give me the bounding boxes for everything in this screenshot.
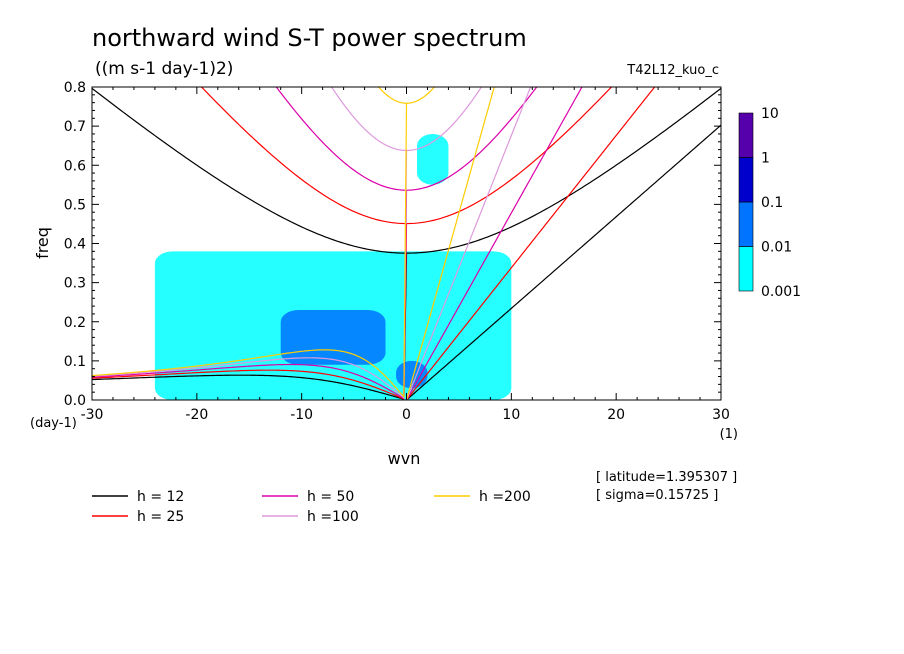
y-tick-label: 0.6: [64, 158, 86, 174]
gravity-curve-h-200: [377, 87, 436, 104]
kelvin-curve-h-25: [406, 87, 656, 400]
kelvin-curve-h-200: [405, 87, 495, 400]
mrg-curve-h-50: [92, 190, 408, 400]
dispersion-curves: [92, 87, 721, 400]
mrg-curve-h-100: [92, 150, 408, 400]
colorbar: 0.001 0.01 0.1 1 10: [738, 106, 801, 300]
mrg-curve-h-200: [92, 103, 408, 399]
legend-label: h = 12: [137, 489, 184, 505]
x-axis: -30 -20 -10 0 10 20 30: [81, 87, 730, 423]
legend: h = 12 h = 25 h = 50 h =100 h =200: [92, 489, 531, 525]
x-tick-label: -30: [81, 407, 104, 423]
chart-units: ((m s-1 day-1)2): [95, 59, 233, 79]
colorbar-segment: [738, 201, 754, 247]
contour-region-2: [280, 310, 386, 365]
colorbar-segment: [738, 157, 754, 203]
y-tick-label: 0.0: [64, 393, 86, 409]
legend-label: h =200: [479, 489, 531, 505]
y-axis-label: freq: [33, 227, 52, 259]
contour-region-3: [396, 360, 428, 389]
y-tick-label: 0.1: [64, 354, 86, 370]
mrg-curve-h-25: [92, 223, 408, 400]
colorbar-label: 0.1: [761, 195, 783, 211]
colorbar-segment: [738, 246, 754, 292]
sigma-info: [ sigma=0.15725 ]: [596, 488, 718, 503]
x-tick-label: 10: [502, 407, 520, 423]
colorbar-label: 0.001: [761, 284, 801, 300]
chart-title: northward wind S-T power spectrum: [92, 24, 527, 52]
y-tick-label: 0.8: [64, 80, 86, 96]
kelvin-curve-h-100: [405, 87, 532, 400]
latitude-info: [ latitude=1.395307 ]: [596, 470, 737, 485]
x-tick-label: 20: [607, 407, 625, 423]
colorbar-label: 0.01: [761, 240, 792, 256]
legend-label: h = 50: [307, 489, 354, 505]
kelvin-curve-h-12: [406, 124, 721, 400]
colorbar-segment: [738, 112, 754, 158]
run-label: T42L12_kuo_c: [626, 63, 719, 78]
x-tick-label: -20: [185, 407, 208, 423]
y-axis: 0.0 0.1 0.2 0.3 0.4 0.5 0.6 0.7 0.8: [64, 80, 721, 409]
x-tick-label: -10: [290, 407, 313, 423]
legend-label: h = 25: [137, 509, 184, 525]
y-tick-label: 0.2: [64, 315, 86, 331]
kelvin-curve-h-50: [405, 87, 583, 400]
y-tick-label: 0.3: [64, 276, 86, 292]
y-tick-label: 0.7: [64, 119, 86, 135]
x-tick-label: 0: [402, 407, 411, 423]
x-tick-label: 30: [712, 407, 730, 423]
legend-label: h =100: [307, 509, 359, 525]
y-unit-label: (day-1): [30, 416, 77, 431]
y-tick-label: 0.5: [64, 197, 86, 213]
y-tick-label: 0.4: [64, 237, 86, 253]
mrg-curve-h-12: [92, 253, 408, 400]
x-unit-label: (1): [720, 427, 738, 442]
x-axis-label: wvn: [388, 449, 421, 468]
colorbar-label: 10: [761, 106, 779, 122]
colorbar-label: 1: [761, 151, 770, 167]
